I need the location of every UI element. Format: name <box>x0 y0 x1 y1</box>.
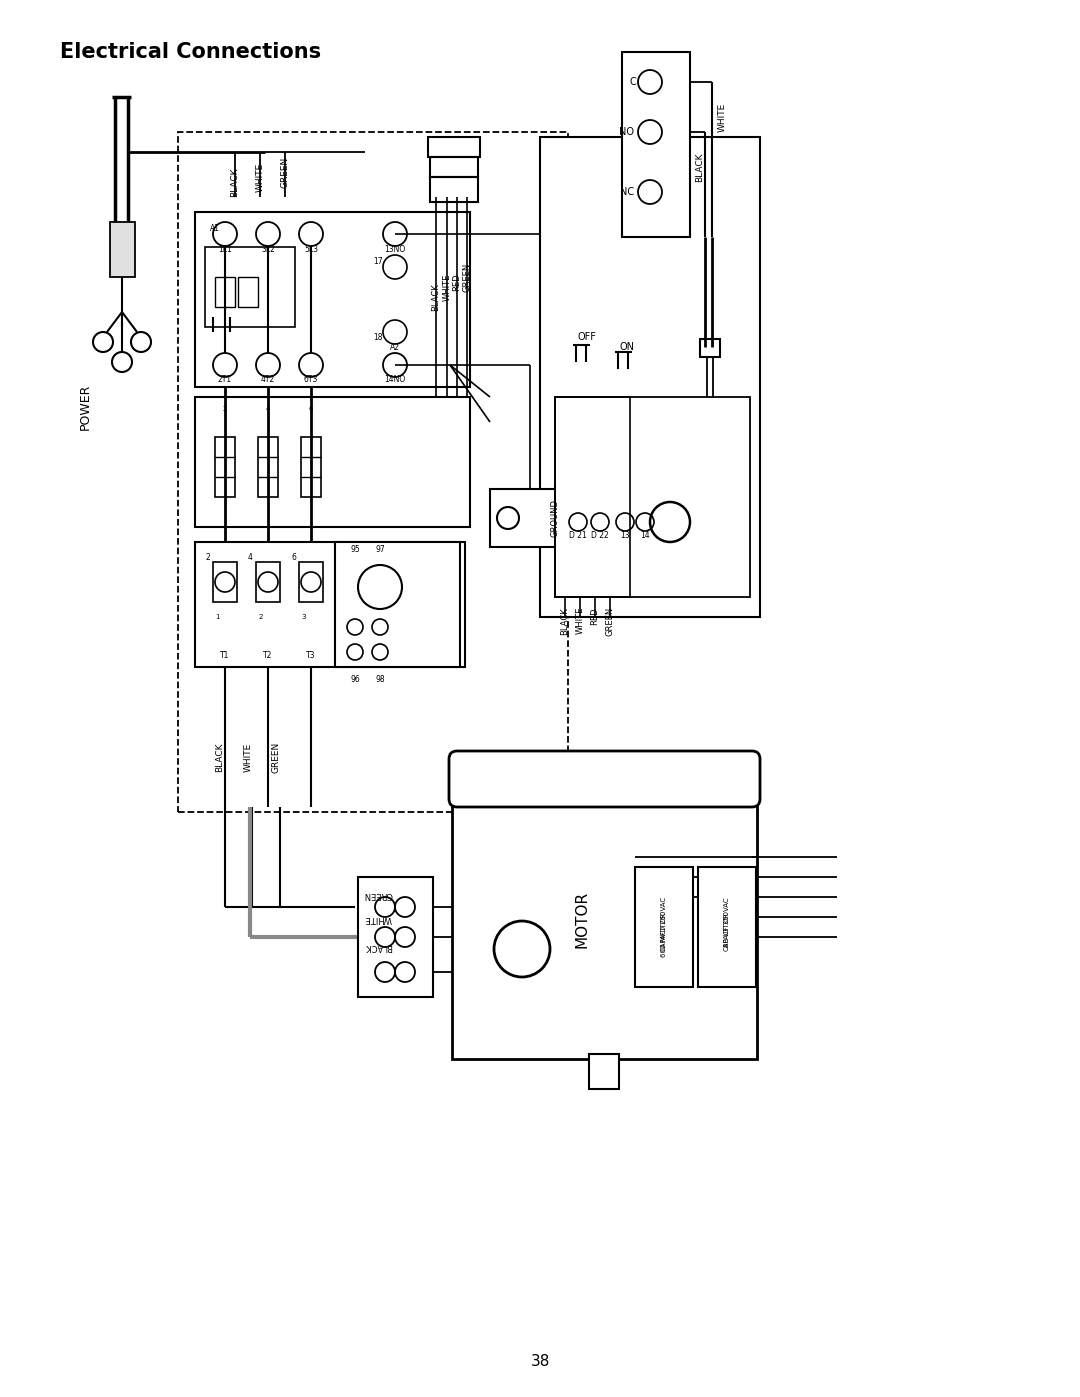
Text: 1: 1 <box>216 615 220 620</box>
Text: GREEN: GREEN <box>281 156 289 187</box>
Bar <box>698 868 756 988</box>
Text: 13: 13 <box>620 531 630 539</box>
Bar <box>430 177 478 203</box>
Text: OFF: OFF <box>578 332 597 342</box>
Text: WHITE: WHITE <box>717 102 727 131</box>
Text: RED: RED <box>453 274 461 291</box>
Text: 17: 17 <box>374 257 383 267</box>
Text: 98: 98 <box>375 675 384 685</box>
Text: BLACK: BLACK <box>216 742 225 771</box>
Bar <box>195 212 470 387</box>
Bar <box>299 562 323 602</box>
Text: 14NO: 14NO <box>384 374 406 384</box>
Bar <box>238 277 258 307</box>
Text: D 22: D 22 <box>591 531 609 539</box>
Text: 97: 97 <box>375 545 384 555</box>
Text: RED: RED <box>591 608 599 624</box>
Bar <box>428 137 480 156</box>
Text: BLACK: BLACK <box>432 284 441 312</box>
Text: WHITE: WHITE <box>443 274 451 300</box>
Text: GREEN: GREEN <box>271 742 281 773</box>
Text: 80 UF 350VAC: 80 UF 350VAC <box>724 897 730 947</box>
Text: 14: 14 <box>640 531 650 539</box>
Text: GREEN: GREEN <box>606 608 615 636</box>
Bar <box>622 52 690 237</box>
Text: 6: 6 <box>309 407 313 412</box>
Text: T2: T2 <box>264 651 272 659</box>
Bar <box>258 437 278 497</box>
Text: 5L3: 5L3 <box>303 246 318 254</box>
Text: 4: 4 <box>266 407 270 412</box>
Text: BLACK: BLACK <box>696 152 704 182</box>
Bar <box>555 397 630 597</box>
Bar <box>357 877 433 997</box>
Text: 1L1: 1L1 <box>218 246 232 254</box>
Text: CAPACITOR: CAPACITOR <box>661 912 667 951</box>
Text: 2: 2 <box>258 615 264 620</box>
Text: CAPACITOR: CAPACITOR <box>724 912 730 951</box>
Text: GROUND: GROUND <box>551 499 559 536</box>
Bar <box>178 131 568 812</box>
Text: 38: 38 <box>530 1355 550 1369</box>
Bar <box>453 789 757 1059</box>
Text: WHITE: WHITE <box>576 608 584 634</box>
Text: ON: ON <box>620 342 635 352</box>
Bar <box>195 542 465 666</box>
Bar <box>205 247 295 327</box>
Text: BLACK: BLACK <box>364 943 392 951</box>
Text: 95: 95 <box>350 545 360 555</box>
Text: 2T1: 2T1 <box>218 374 232 384</box>
Text: T3: T3 <box>307 651 315 659</box>
Bar <box>213 562 237 602</box>
Text: 3: 3 <box>301 615 306 620</box>
Bar <box>635 868 693 988</box>
Text: MOTOR: MOTOR <box>575 890 590 947</box>
Text: A2: A2 <box>390 342 400 352</box>
Text: 6: 6 <box>291 552 296 562</box>
Text: WHITE: WHITE <box>256 162 265 191</box>
Text: GREEN: GREEN <box>462 263 472 292</box>
Text: 13NO: 13NO <box>384 246 406 254</box>
Bar <box>589 1053 619 1090</box>
Text: T1: T1 <box>220 651 230 659</box>
Text: A1: A1 <box>210 224 220 233</box>
Text: 600 MFD 250VAC: 600 MFD 250VAC <box>661 897 667 957</box>
Text: 4: 4 <box>248 552 253 562</box>
Text: WHITE: WHITE <box>243 742 253 771</box>
Text: 96: 96 <box>350 675 360 685</box>
Bar <box>540 137 760 617</box>
Text: BLACK: BLACK <box>230 168 240 197</box>
Text: 3L2: 3L2 <box>261 246 275 254</box>
Text: C: C <box>630 77 636 87</box>
Text: POWER: POWER <box>79 384 92 430</box>
Bar <box>700 339 720 358</box>
Text: BLACK: BLACK <box>561 608 569 634</box>
Bar <box>256 562 280 602</box>
Text: 6T3: 6T3 <box>303 374 319 384</box>
Bar <box>301 437 321 497</box>
Text: NC: NC <box>620 187 634 197</box>
Text: Electrical Connections: Electrical Connections <box>60 42 321 61</box>
Bar <box>335 542 460 666</box>
Text: WHITE: WHITE <box>364 915 392 923</box>
Bar <box>215 437 235 497</box>
Text: NO: NO <box>619 127 634 137</box>
Bar <box>215 277 235 307</box>
Text: GREEN: GREEN <box>363 890 393 898</box>
FancyBboxPatch shape <box>449 752 760 807</box>
Bar <box>430 156 478 177</box>
Text: 2: 2 <box>205 552 210 562</box>
Bar <box>195 397 470 527</box>
Text: 2: 2 <box>222 407 227 412</box>
Text: 18: 18 <box>374 332 383 341</box>
Text: D 21: D 21 <box>569 531 586 539</box>
Bar <box>555 397 750 597</box>
Bar <box>110 222 135 277</box>
Text: 4T2: 4T2 <box>261 374 275 384</box>
Bar <box>490 489 578 548</box>
